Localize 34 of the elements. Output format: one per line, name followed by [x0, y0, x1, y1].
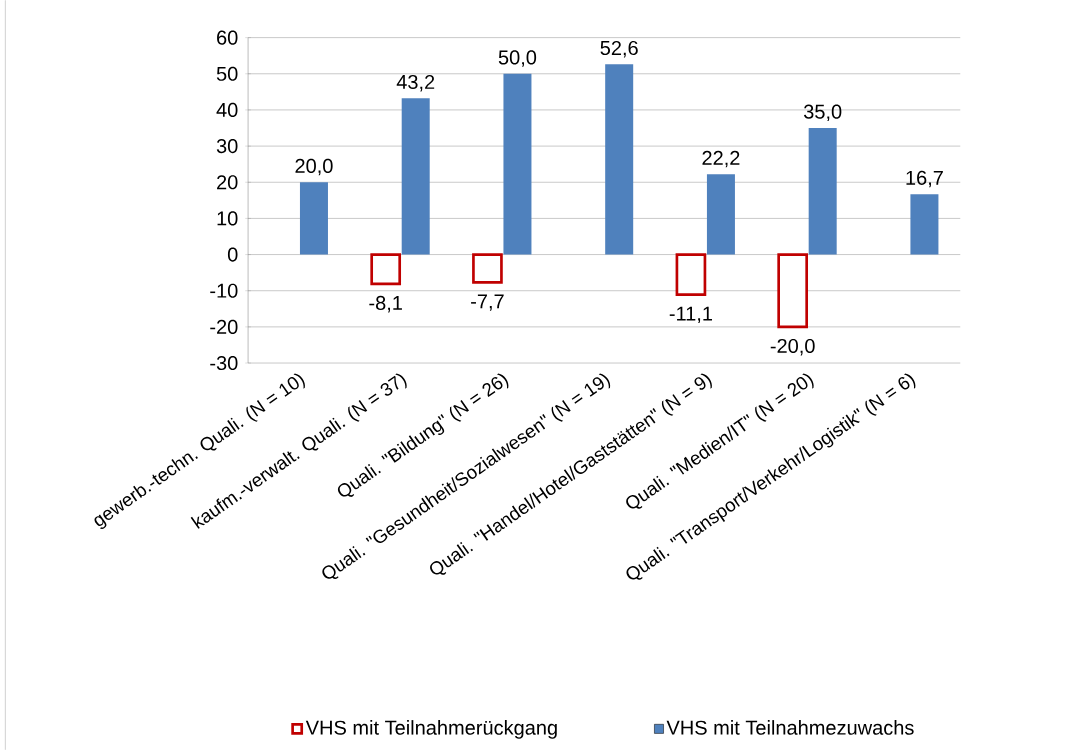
bar — [299, 182, 328, 255]
legend-label: VHS mit Teilnahmezuwachs — [666, 720, 914, 735]
bar — [605, 64, 634, 255]
bar — [777, 253, 809, 329]
data-label: -7,7 — [471, 294, 504, 311]
data-label: 35,0 — [803, 104, 842, 122]
bar — [706, 174, 735, 255]
y-tick-label: -30 — [210, 355, 238, 371]
bar — [675, 253, 707, 296]
data-label: 20,0 — [295, 158, 333, 176]
data-label: -8,1 — [369, 295, 402, 313]
bar — [910, 194, 939, 255]
y-tick-label: 0 — [227, 247, 238, 262]
data-label: 50,0 — [498, 50, 537, 67]
y-tick-label: 40 — [216, 102, 238, 117]
data-label: 43,2 — [396, 74, 435, 92]
bar — [370, 253, 402, 286]
data-label: 22,2 — [702, 150, 740, 168]
y-tick-label: 30 — [216, 138, 238, 154]
bar — [472, 253, 503, 284]
data-label: -11,1 — [669, 306, 713, 323]
y-tick-label: 10 — [217, 211, 238, 226]
data-label: -20,0 — [770, 338, 815, 356]
y-tick-label: 20 — [217, 175, 238, 190]
legend-label: VHS mit Teilnahmerückgang — [305, 720, 557, 739]
y-tick-label: 50 — [216, 66, 238, 81]
bar — [401, 98, 430, 255]
y-tick-label: -10 — [210, 283, 238, 298]
data-label: 16,7 — [906, 170, 943, 188]
data-label: 52,6 — [600, 40, 638, 58]
y-tick-label: 60 — [217, 30, 238, 45]
y-tick-label: -20 — [210, 319, 238, 334]
bar — [503, 73, 532, 255]
bar — [808, 127, 837, 255]
